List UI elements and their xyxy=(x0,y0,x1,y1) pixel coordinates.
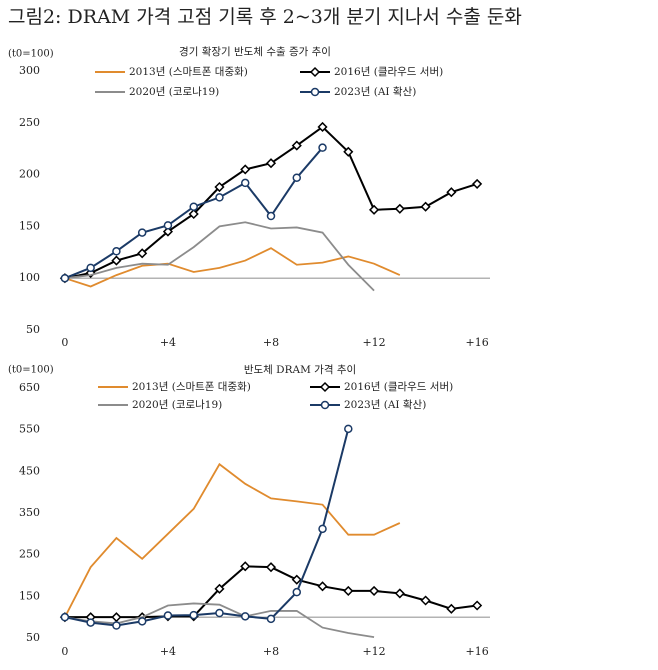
point-marker xyxy=(137,617,147,626)
point-marker xyxy=(189,610,198,620)
point-marker xyxy=(420,201,431,212)
series-line xyxy=(64,428,350,627)
point-marker xyxy=(344,424,353,434)
point-marker xyxy=(292,587,302,597)
point-marker xyxy=(265,562,277,573)
point-marker xyxy=(137,248,148,259)
point-marker xyxy=(446,603,457,614)
point-marker xyxy=(214,583,225,594)
point-marker xyxy=(163,221,173,230)
point-marker xyxy=(112,247,121,256)
x-tick-label: 0 xyxy=(61,645,68,658)
y-tick-label: 550 xyxy=(19,423,40,436)
point-marker xyxy=(318,524,327,534)
legend-label: 2013년 (스마트폰 대중화) xyxy=(132,381,251,393)
point-marker xyxy=(240,178,250,188)
point-marker xyxy=(162,226,174,237)
point-marker xyxy=(240,164,251,175)
point-marker xyxy=(60,612,70,622)
point-marker xyxy=(368,585,380,596)
point-marker xyxy=(309,66,321,78)
point-marker xyxy=(266,614,276,624)
series-line xyxy=(64,462,401,618)
y-tick-label: 150 xyxy=(19,219,40,232)
y-tick-label: 250 xyxy=(19,116,40,129)
x-tick-label: +16 xyxy=(466,336,489,349)
point-marker xyxy=(446,187,457,198)
legend-label: 2023년 (AI 확산) xyxy=(334,85,416,98)
point-marker xyxy=(291,140,302,151)
y-unit: (t0=100) xyxy=(8,49,54,60)
point-marker xyxy=(319,381,331,393)
point-marker xyxy=(240,561,251,572)
point-marker xyxy=(214,181,225,193)
point-marker xyxy=(343,585,354,596)
series-line xyxy=(64,565,478,619)
point-marker xyxy=(472,178,483,189)
point-marker xyxy=(394,588,405,599)
point-marker xyxy=(189,202,198,211)
point-marker xyxy=(265,158,277,169)
y-tick-label: 200 xyxy=(19,168,40,181)
y-tick-label: 650 xyxy=(19,381,40,394)
legend-label: 2020년 (코로나19) xyxy=(132,399,222,411)
chart-title: 경기 확장기 반도체 수출 증가 추이 xyxy=(179,45,331,58)
point-marker xyxy=(86,618,95,627)
point-marker xyxy=(291,574,302,585)
x-tick-label: +8 xyxy=(263,645,279,658)
x-tick-label: 0 xyxy=(61,336,68,349)
point-marker xyxy=(394,203,405,214)
y-tick-label: 50 xyxy=(26,323,40,336)
point-marker xyxy=(266,211,276,221)
point-marker xyxy=(320,400,330,410)
point-marker xyxy=(163,611,173,620)
point-marker xyxy=(112,621,121,630)
series-line xyxy=(64,602,375,639)
point-marker xyxy=(472,600,483,611)
point-marker xyxy=(111,255,122,266)
point-marker xyxy=(215,608,224,618)
legend-label: 2013년 (스마트폰 대중화) xyxy=(129,66,248,78)
y-tick-label: 300 xyxy=(19,64,40,77)
y-tick-label: 450 xyxy=(19,464,40,477)
legend-label: 2020년 (코로나19) xyxy=(129,86,219,98)
x-tick-label: +4 xyxy=(160,336,176,349)
y-tick-label: 250 xyxy=(19,548,40,561)
series-line xyxy=(64,221,375,292)
x-tick-label: +16 xyxy=(466,645,489,658)
point-marker xyxy=(317,581,328,592)
point-marker xyxy=(318,143,327,152)
legend-label: 2023년 (AI 확산) xyxy=(344,398,426,411)
y-tick-label: 50 xyxy=(26,631,40,644)
y-tick-label: 350 xyxy=(19,506,40,519)
point-marker xyxy=(240,612,250,621)
series-line xyxy=(64,125,478,280)
y-tick-label: 150 xyxy=(19,589,40,602)
point-marker xyxy=(188,208,199,220)
point-marker xyxy=(420,595,431,606)
point-marker xyxy=(368,204,380,215)
point-marker xyxy=(215,193,224,202)
x-tick-label: +8 xyxy=(263,336,279,349)
legend-label: 2016년 (클라우드 서버) xyxy=(334,66,443,78)
x-tick-label: +4 xyxy=(160,645,176,658)
point-marker xyxy=(137,228,147,237)
point-marker xyxy=(292,173,302,182)
legend-label: 2016년 (클라우드 서버) xyxy=(344,381,453,393)
point-marker xyxy=(317,121,328,133)
series-line xyxy=(64,247,401,288)
point-marker xyxy=(111,612,122,623)
point-marker xyxy=(343,146,354,157)
chart-title: 반도체 DRAM 가격 추이 xyxy=(244,363,356,376)
point-marker xyxy=(310,87,320,97)
y-tick-label: 100 xyxy=(19,271,40,284)
x-tick-label: +12 xyxy=(362,645,385,658)
y-unit: (t0=100) xyxy=(8,365,54,376)
figure-title: 그림2: DRAM 가격 고점 기록 후 2~3개 분기 지나서 수출 둔화 xyxy=(8,6,522,28)
x-tick-label: +12 xyxy=(362,336,385,349)
point-marker xyxy=(86,263,95,273)
point-marker xyxy=(60,273,70,283)
